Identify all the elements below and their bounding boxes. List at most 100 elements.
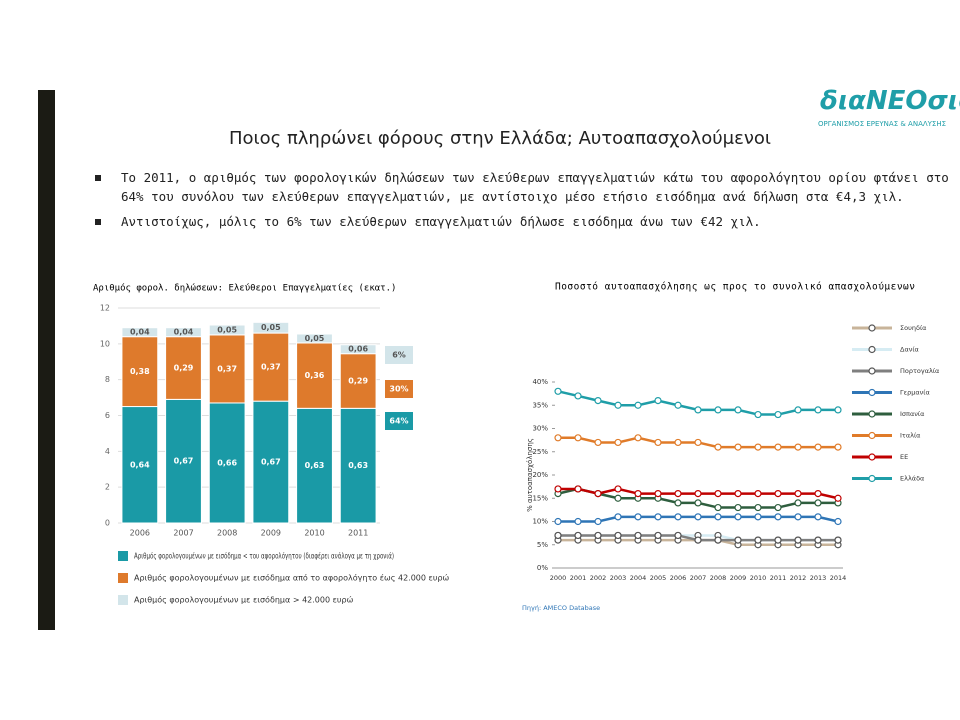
logo-subtitle: ΟΡΓΑΝΙΣΜΟΣ ΕΡΕΥΝΑΣ & ΑΝΑΛΥΣΗΣ <box>818 120 947 128</box>
point <box>814 406 822 414</box>
point <box>674 490 682 498</box>
y-tick-label: 40% <box>532 378 548 386</box>
segment-label: 0,37 <box>261 363 281 372</box>
point <box>834 494 842 502</box>
point <box>774 513 782 521</box>
point <box>694 499 702 507</box>
source: Πηγή: AMECO Database <box>522 604 600 612</box>
point <box>594 531 602 540</box>
legend-marker <box>868 474 876 483</box>
point <box>674 499 682 507</box>
legend-label: Ελλάδα <box>900 475 924 483</box>
bar-segment <box>296 407 333 524</box>
y-tick-label: 8 <box>105 375 110 384</box>
bar-segment <box>296 333 333 344</box>
point <box>674 401 682 409</box>
legend-label: Πορτογαλία <box>900 367 939 375</box>
bar-segment <box>339 407 377 524</box>
point <box>754 503 762 512</box>
x-tick-label: 2010 <box>750 574 767 582</box>
bar-segment <box>121 406 159 524</box>
segment-label: 0,37 <box>217 364 237 373</box>
y-tick-label: 5% <box>537 541 548 549</box>
point <box>594 438 602 447</box>
segment-label: 0,29 <box>174 364 194 373</box>
segment-label: 0,04 <box>174 328 194 337</box>
point <box>774 490 782 498</box>
y-tick-label: 35% <box>532 401 548 409</box>
bullet: Αντιστοίχως, μόλις το 6% των ελεύθερων ε… <box>95 212 955 231</box>
legend-swatch <box>118 595 128 605</box>
x-tick-label: 2000 <box>550 574 567 582</box>
legend-label: Αριθμός φορολογουμένων με εισόδημα από τ… <box>134 573 450 583</box>
x-tick-label: 2008 <box>710 574 727 582</box>
summary-box <box>385 380 413 398</box>
point <box>594 490 602 498</box>
bar-segment <box>296 342 333 409</box>
point <box>614 401 622 409</box>
point <box>714 513 722 521</box>
chart-title: Ποσοστό αυτοαπασχόλησης ως προς το συνολ… <box>555 282 915 293</box>
point <box>794 513 802 521</box>
x-tick-label: 2001 <box>570 574 587 582</box>
slide-title: Ποιος πληρώνει φόρους στην Ελλάδα; Αυτοα… <box>229 128 771 149</box>
x-tick-label: 2005 <box>650 574 667 582</box>
point <box>694 490 702 498</box>
segment-label: 0,63 <box>348 461 368 470</box>
legend-marker <box>868 453 876 461</box>
segment-label: 0,04 <box>130 328 150 337</box>
point <box>794 443 802 451</box>
point <box>634 513 642 521</box>
segment-label: 0,05 <box>305 334 325 343</box>
legend-label: Ιταλία <box>900 432 920 440</box>
point <box>734 443 742 451</box>
point <box>634 401 642 409</box>
point <box>554 517 562 526</box>
y-tick-label: 12 <box>100 304 110 313</box>
legend-marker <box>868 345 876 354</box>
point <box>754 513 762 521</box>
summary-box <box>385 346 413 364</box>
point <box>734 503 742 512</box>
legend-marker <box>868 388 876 397</box>
bar-segment <box>121 327 159 338</box>
point <box>714 443 722 451</box>
y-tick-label: 15% <box>532 494 548 502</box>
bar-segment <box>252 400 290 524</box>
point <box>694 536 702 544</box>
y-tick-label: 30% <box>532 425 548 433</box>
legend-label: Γερμανία <box>900 389 930 397</box>
chart-title: Αριθμός φορολ. δηλώσεων: Ελεύθεροι Επαγγ… <box>93 283 396 294</box>
y-tick-label: 25% <box>532 448 548 456</box>
point <box>794 499 802 507</box>
segment-label: 0,67 <box>261 458 281 467</box>
point <box>554 387 562 395</box>
segment-label: 0,05 <box>261 323 281 332</box>
point <box>554 485 562 493</box>
y-tick-label: 10% <box>532 518 548 526</box>
point <box>834 517 842 526</box>
bar-segment <box>339 344 377 355</box>
point <box>634 490 642 498</box>
segment-label: 0,66 <box>217 458 237 467</box>
point <box>754 443 762 451</box>
x-tick-label: 2008 <box>217 529 237 538</box>
y-tick-label: 2 <box>105 483 110 492</box>
legend-label: Αριθμός φορολογουμένων με εισόδημα < του… <box>134 551 394 561</box>
segment-label: 0,64 <box>130 460 150 469</box>
point <box>794 536 802 544</box>
y-tick-label: 20% <box>532 471 548 479</box>
point <box>814 443 822 451</box>
legend-label: ΕΕ <box>900 453 908 461</box>
bar-segment <box>121 336 159 408</box>
legend-marker <box>868 324 876 332</box>
point <box>814 513 822 521</box>
point <box>574 531 582 540</box>
bar-segment <box>252 332 290 402</box>
point <box>554 531 562 540</box>
x-tick-label: 2013 <box>810 574 827 582</box>
point <box>714 490 722 498</box>
bar-segment <box>208 402 246 524</box>
point <box>694 406 702 414</box>
